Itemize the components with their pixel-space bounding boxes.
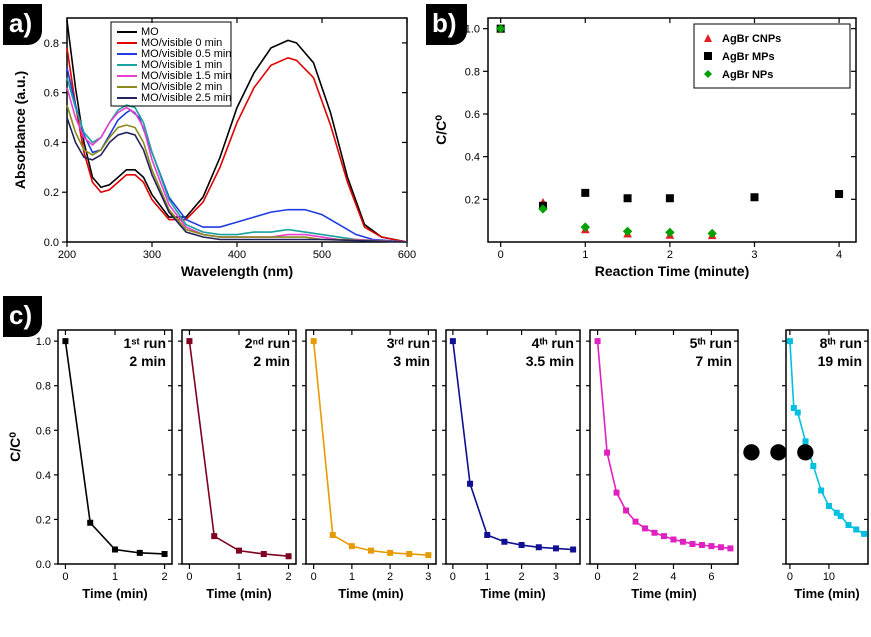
svg-text:5ᵗʰ run: 5ᵗʰ run <box>690 335 732 351</box>
svg-text:C/C⁰: C/C⁰ <box>7 432 23 462</box>
svg-text:0.2: 0.2 <box>44 187 59 199</box>
svg-text:4ᵗʰ run: 4ᵗʰ run <box>532 335 574 351</box>
svg-text:Reaction Time (minute): Reaction Time (minute) <box>595 263 750 279</box>
svg-text:19 min: 19 min <box>818 353 862 369</box>
svg-text:0: 0 <box>186 571 192 583</box>
ellipsis-dots: ●●● <box>740 430 821 473</box>
svg-text:0: 0 <box>595 571 601 583</box>
panel-label-a: a) <box>3 4 42 45</box>
panel-label-b: b) <box>426 4 467 45</box>
svg-text:0.2: 0.2 <box>465 194 480 206</box>
svg-text:3ʳᵈ run: 3ʳᵈ run <box>387 335 430 351</box>
svg-text:10: 10 <box>823 571 835 583</box>
svg-text:3: 3 <box>751 249 757 261</box>
svg-text:6: 6 <box>708 571 714 583</box>
svg-text:0.4: 0.4 <box>465 152 480 164</box>
svg-text:2: 2 <box>286 571 292 583</box>
svg-text:1.0: 1.0 <box>36 336 51 348</box>
svg-text:4: 4 <box>670 571 676 583</box>
svg-text:1: 1 <box>236 571 242 583</box>
svg-text:0.8: 0.8 <box>36 381 51 393</box>
svg-text:AgBr NPs: AgBr NPs <box>722 69 773 81</box>
svg-text:1ˢᵗ run: 1ˢᵗ run <box>123 335 166 351</box>
svg-text:2: 2 <box>667 249 673 261</box>
svg-text:1: 1 <box>349 571 355 583</box>
chart-b-degradation-kinetics: 0 1 2 3 4 0.2 0.4 0.6 0.8 1.0 Reaction Time (minut… <box>426 4 868 284</box>
svg-text:0: 0 <box>62 571 68 583</box>
svg-text:1: 1 <box>112 571 118 583</box>
svg-text:Time (min): Time (min) <box>631 586 697 601</box>
svg-text:3: 3 <box>553 571 559 583</box>
svg-text:0.8: 0.8 <box>44 38 59 50</box>
svg-text:Wavelength (nm): Wavelength (nm) <box>181 263 293 279</box>
chart-a-absorbance-spectra: 200 300 400 500 600 0.0 0.2 0.4 0.6 0.8 Wavelength… <box>3 4 417 284</box>
svg-text:2 min: 2 min <box>253 353 290 369</box>
svg-text:AgBr MPs: AgBr MPs <box>722 51 775 63</box>
svg-text:Time (min): Time (min) <box>206 586 272 601</box>
svg-text:0.4: 0.4 <box>44 137 59 149</box>
svg-text:300: 300 <box>143 249 161 261</box>
svg-text:0: 0 <box>498 249 504 261</box>
svg-text:400: 400 <box>228 249 246 261</box>
svg-text:1.0: 1.0 <box>465 24 480 36</box>
svg-text:C/C⁰: C/C⁰ <box>433 115 449 145</box>
svg-text:0.2: 0.2 <box>36 514 51 526</box>
svg-text:2: 2 <box>162 571 168 583</box>
svg-text:0: 0 <box>450 571 456 583</box>
svg-text:1: 1 <box>484 571 490 583</box>
svg-text:0.6: 0.6 <box>36 425 51 437</box>
svg-text:MO/visible 2.5 min: MO/visible 2.5 min <box>141 92 231 104</box>
svg-text:200: 200 <box>58 249 76 261</box>
svg-text:600: 600 <box>398 249 416 261</box>
svg-text:4: 4 <box>836 249 842 261</box>
svg-text:Absorbance (a.u.): Absorbance (a.u.) <box>12 71 28 189</box>
svg-text:Time (min): Time (min) <box>82 586 148 601</box>
svg-text:500: 500 <box>313 249 331 261</box>
svg-text:7 min: 7 min <box>695 353 732 369</box>
svg-text:2 min: 2 min <box>129 353 166 369</box>
svg-text:2: 2 <box>632 571 638 583</box>
svg-text:Time (min): Time (min) <box>480 586 546 601</box>
svg-text:3: 3 <box>425 571 431 583</box>
svg-text:3.5 min: 3.5 min <box>526 353 574 369</box>
svg-text:0.6: 0.6 <box>44 88 59 100</box>
svg-text:2: 2 <box>519 571 525 583</box>
svg-text:0.0: 0.0 <box>44 237 59 249</box>
svg-text:8ᵗʰ run: 8ᵗʰ run <box>820 335 862 351</box>
panel-label-c: c) <box>3 296 42 337</box>
svg-text:0.8: 0.8 <box>465 66 480 78</box>
svg-text:2ⁿᵈ run: 2ⁿᵈ run <box>245 335 290 351</box>
svg-text:Time (min): Time (min) <box>794 586 860 601</box>
svg-text:Time (min): Time (min) <box>338 586 404 601</box>
svg-text:0.6: 0.6 <box>465 109 480 121</box>
svg-text:AgBr CNPs: AgBr CNPs <box>722 33 781 45</box>
svg-text:0.4: 0.4 <box>36 470 51 482</box>
svg-text:1: 1 <box>582 249 588 261</box>
svg-text:0.0: 0.0 <box>36 559 51 571</box>
svg-text:0: 0 <box>787 571 793 583</box>
svg-text:0: 0 <box>311 571 317 583</box>
svg-text:2: 2 <box>387 571 393 583</box>
svg-text:3 min: 3 min <box>393 353 430 369</box>
